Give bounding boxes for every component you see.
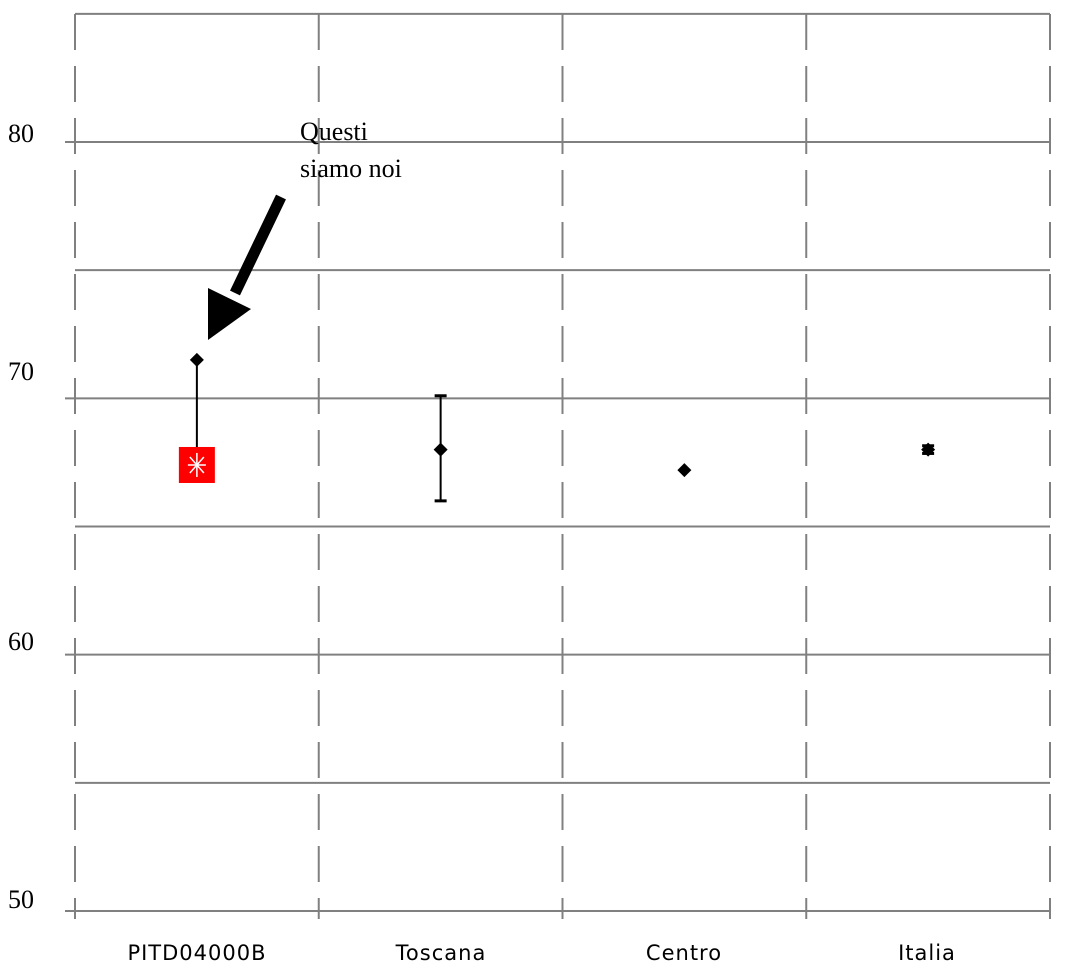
data-point-italia [921,442,936,457]
y-tick-label-80: 80 [8,119,34,148]
data-point-centro [677,463,692,478]
x-tick-label-italia: Italia [898,941,956,965]
annotation-text-line2: siamo noi [300,154,402,183]
data-marks [178,352,936,503]
x-tick-label-centro: Centro [646,941,722,965]
data-point-pitd04000b [189,352,204,367]
annotation-arrow-shaft [230,194,286,296]
y-axis-tick-labels: 50 60 70 80 [8,119,34,914]
x-axis-tick-labels: PITD04000B Toscana Centro Italia [127,941,956,965]
x-tick-label-pitd04000b: PITD04000B [127,941,266,965]
highlight-star [187,452,206,477]
highlight-star-d2 [189,456,205,474]
annotation: Questi siamo noi [208,117,402,340]
data-point-toscana [433,442,448,457]
annotation-text-line1: Questi [300,117,368,146]
annotation-arrowhead [208,288,251,340]
y-tick-label-70: 70 [8,357,34,386]
grid [65,12,1051,919]
y-tick-label-60: 60 [8,627,34,656]
x-tick-label-toscana: Toscana [395,941,487,965]
y-tick-label-50: 50 [8,885,34,914]
